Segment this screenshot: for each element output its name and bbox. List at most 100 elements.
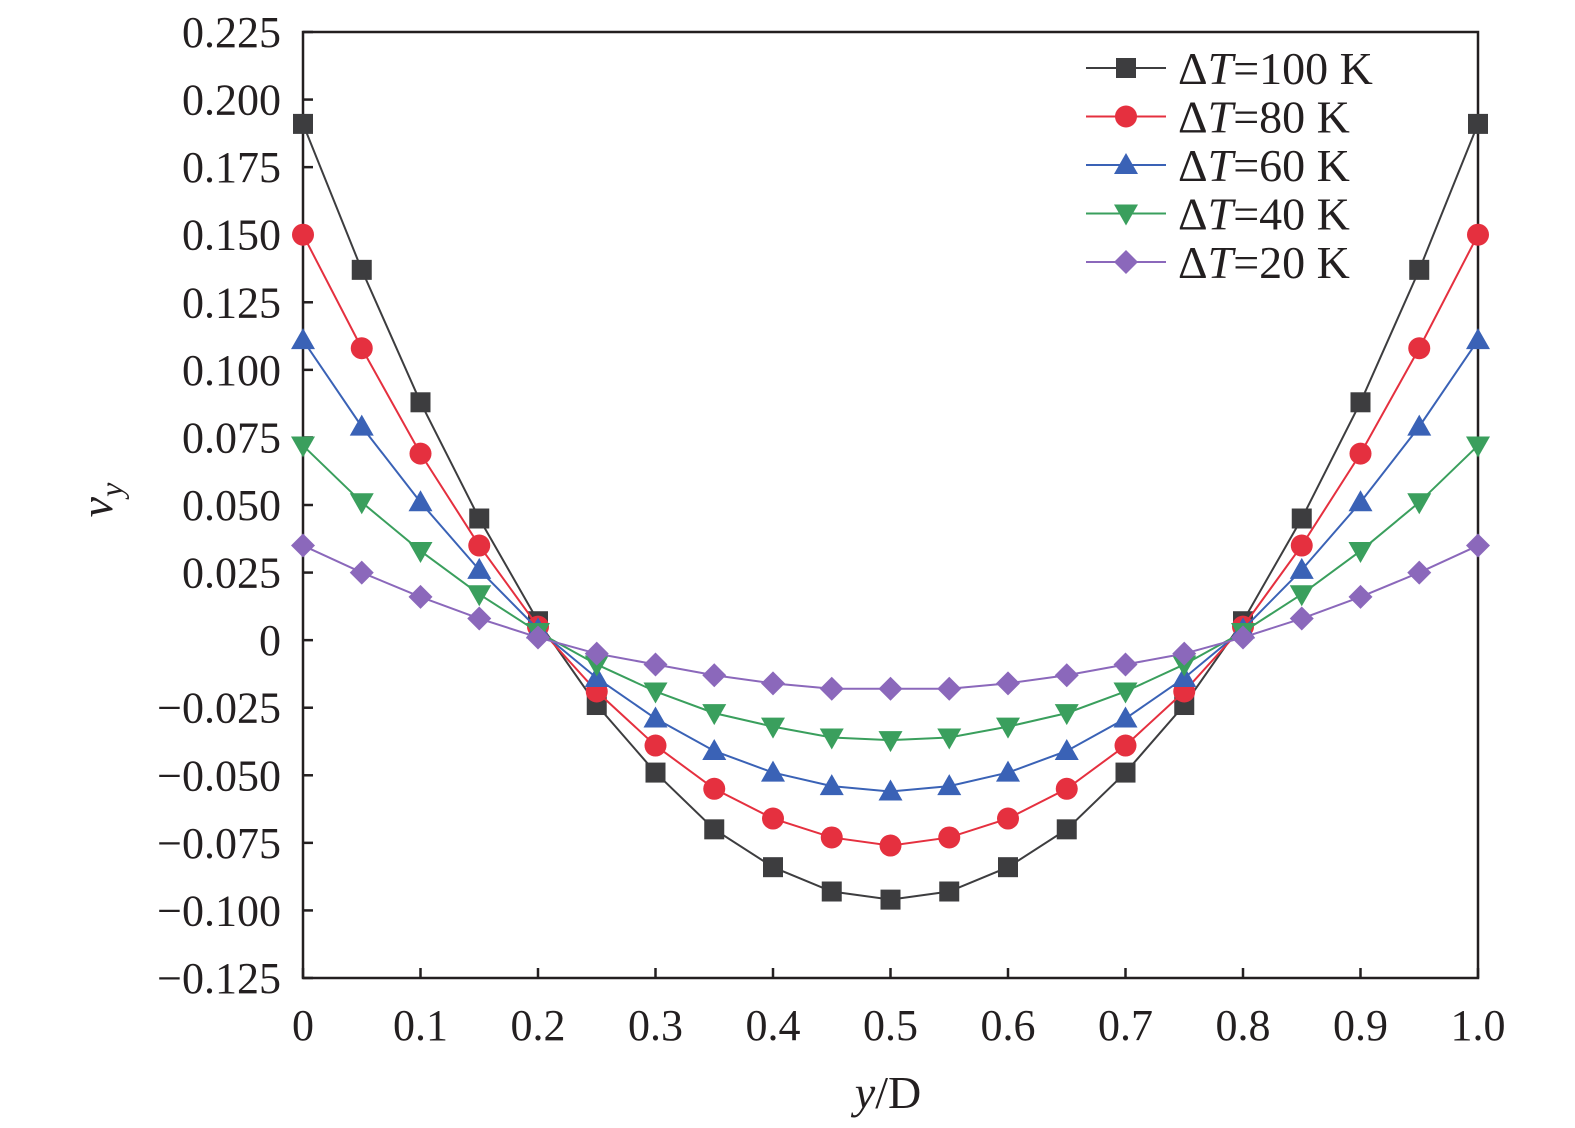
data-point	[408, 490, 433, 512]
data-point	[820, 826, 843, 849]
data-point	[1348, 490, 1373, 512]
data-point	[1467, 223, 1489, 246]
data-point	[703, 777, 726, 800]
data-point	[584, 655, 609, 677]
data-point	[1409, 259, 1430, 280]
data-point	[1172, 641, 1197, 666]
x-tick-label: 0.2	[511, 1001, 566, 1050]
y-tick-label: 0.125	[182, 278, 281, 327]
data-point	[292, 223, 314, 246]
data-point	[880, 889, 901, 910]
y-tick-label: 0.225	[182, 8, 281, 57]
data-point	[1348, 584, 1373, 609]
x-tick-label: 0.8	[1216, 1001, 1271, 1050]
legend-marker	[1114, 153, 1138, 174]
legend-label: ΔT=100 K	[1178, 43, 1373, 94]
data-point	[878, 731, 903, 753]
data-point	[643, 652, 668, 677]
legend-label-suffix: =20 K	[1233, 237, 1350, 288]
legend-marker	[1115, 105, 1137, 128]
legend-marker	[1114, 204, 1138, 226]
data-point	[291, 436, 315, 458]
legend-entry-3: ΔT=40 K	[1086, 189, 1350, 240]
data-point	[584, 641, 609, 666]
legend-label: ΔT=40 K	[1178, 189, 1350, 240]
series-4	[291, 533, 1490, 701]
x-tick-label: 0	[292, 1001, 314, 1050]
data-point	[1115, 762, 1136, 783]
x-tick-label: 0.7	[1098, 1001, 1153, 1050]
data-point	[467, 585, 492, 607]
data-point	[1114, 734, 1137, 757]
y-tick-label: −0.050	[157, 751, 281, 800]
data-point	[291, 533, 315, 558]
data-point	[410, 392, 431, 413]
y-tick-label: −0.075	[157, 819, 281, 868]
data-point	[1055, 777, 1078, 800]
data-point	[938, 826, 961, 849]
series-3	[291, 436, 1490, 753]
y-tick-label: 0.200	[182, 76, 281, 125]
data-point	[643, 706, 668, 728]
legend-marker	[1116, 58, 1136, 78]
data-point	[350, 337, 373, 360]
legend-entry-2: ΔT=60 K	[1086, 140, 1350, 191]
legend-entry-4: ΔT=20 K	[1086, 237, 1350, 288]
data-point	[468, 534, 491, 557]
data-point	[408, 541, 433, 563]
x-tick-label: 1.0	[1451, 1001, 1506, 1050]
y-axis-title-subscript: y	[93, 482, 129, 500]
legend-label-var: T	[1208, 237, 1237, 288]
data-point	[1056, 819, 1077, 840]
data-point	[819, 774, 844, 796]
data-point	[1348, 541, 1373, 563]
y-tick-label: 0.050	[182, 481, 281, 530]
data-point	[763, 857, 783, 878]
data-point	[469, 508, 490, 529]
data-point	[349, 414, 374, 436]
x-tick-label: 0.9	[1333, 1001, 1388, 1050]
data-point	[644, 734, 667, 757]
data-point	[878, 676, 903, 701]
data-point	[1349, 442, 1372, 465]
data-point	[467, 606, 492, 631]
data-point	[409, 442, 432, 465]
data-point	[704, 819, 725, 840]
x-axis-title-var: y	[851, 1067, 876, 1118]
x-tick-label: 0.6	[981, 1001, 1036, 1050]
data-point	[996, 760, 1020, 782]
data-point	[762, 807, 784, 830]
series-2	[291, 328, 1490, 801]
data-point	[937, 676, 962, 701]
data-point	[1290, 534, 1313, 557]
data-point	[1054, 738, 1079, 760]
data-point	[1408, 337, 1431, 360]
y-tick-label: 0.150	[182, 211, 281, 260]
data-point	[1466, 436, 1490, 458]
legend-label: ΔT=20 K	[1178, 237, 1350, 288]
data-point	[702, 704, 727, 726]
x-tick-label: 0.1	[393, 1001, 448, 1050]
data-point	[1172, 655, 1197, 677]
data-point	[643, 682, 668, 704]
y-tick-label: −0.100	[157, 886, 281, 935]
legend-label-var: T	[1208, 189, 1237, 240]
data-point	[1113, 682, 1138, 704]
data-point	[937, 774, 962, 796]
data-point	[351, 259, 372, 280]
data-point	[408, 584, 433, 609]
y-tick-label: 0.025	[182, 549, 281, 598]
legend-label-suffix: =40 K	[1233, 189, 1350, 240]
data-point	[937, 728, 962, 750]
legend-entry-0: ΔT=100 K	[1086, 43, 1373, 94]
data-point	[526, 625, 550, 650]
data-point	[996, 671, 1020, 696]
data-point	[349, 493, 374, 515]
data-point	[821, 881, 842, 902]
series-group	[291, 113, 1490, 910]
data-point	[1466, 328, 1490, 350]
x-tick-label: 0.5	[863, 1001, 918, 1050]
legend-label-var: T	[1208, 43, 1237, 94]
data-point	[1407, 414, 1432, 436]
